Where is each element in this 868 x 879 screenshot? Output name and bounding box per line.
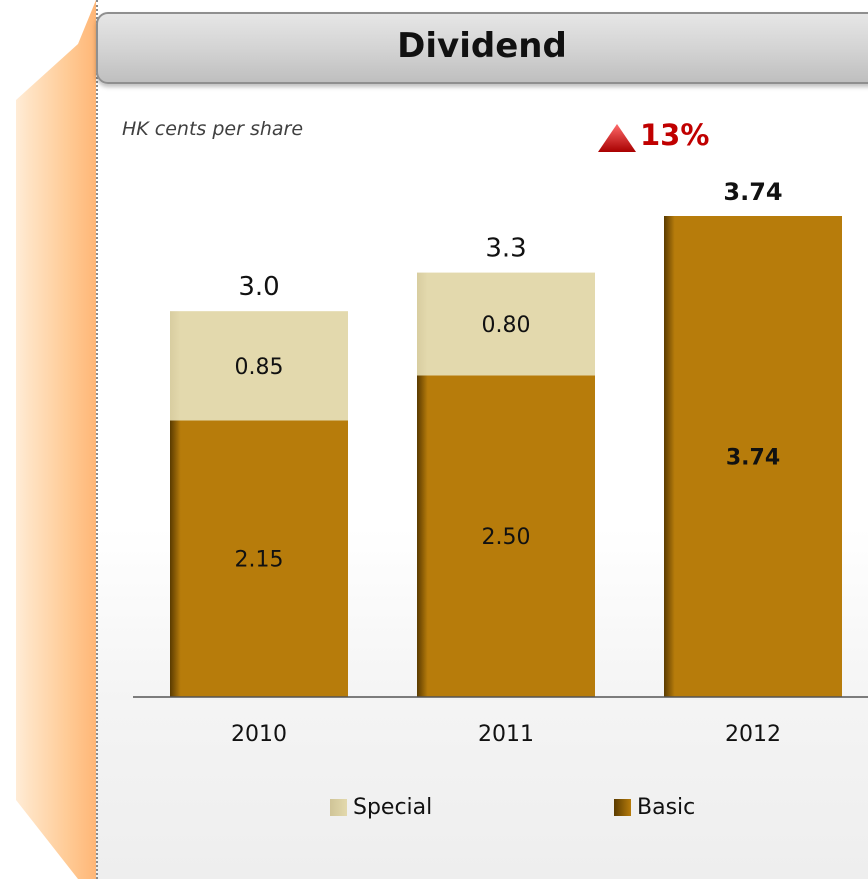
bar-label-basic-2010: 2.15 [235,548,284,573]
legend-item-special: Special [330,792,432,822]
total-label-2011: 3.3 [485,234,526,264]
legend-label-basic: Basic [637,794,696,820]
bar-label-special-2010: 0.85 [235,355,284,380]
labels-group: 2.15 0.85 3.0 2010 2.50 0.80 3.3 2011 3.74 3.74 20… [231,178,783,747]
legend-item-basic: Basic [614,792,695,822]
x-tick-label-2012: 2012 [725,722,781,747]
bar-label-basic-2012: 3.74 [726,446,780,471]
chart-title: Dividend [397,26,567,66]
growth-percent: 13% [640,118,710,152]
total-label-2012: 3.74 [723,178,782,206]
bar-label-basic-2011: 2.50 [482,525,531,550]
decorative-side-band [16,0,96,879]
legend-swatch-basic [614,798,631,816]
bar-label-special-2011: 0.80 [482,313,531,338]
bar-special-2010 [170,311,348,421]
bar-basic-2011 [417,375,595,697]
unit-label: HK cents per share [122,118,304,140]
up-triangle-icon [598,124,636,152]
bar-basic-2010 [170,420,348,697]
x-tick-label-2011: 2011 [478,722,534,747]
total-label-2010: 3.0 [238,272,279,302]
legend-swatch-special [330,798,347,816]
bar-basic-2012 [664,216,842,697]
bar-special-2011 [417,272,595,376]
x-tick-label-2010: 2010 [231,722,287,747]
legend-label-special: Special [353,794,433,820]
bars-group [170,216,842,697]
title-bar [96,12,868,84]
